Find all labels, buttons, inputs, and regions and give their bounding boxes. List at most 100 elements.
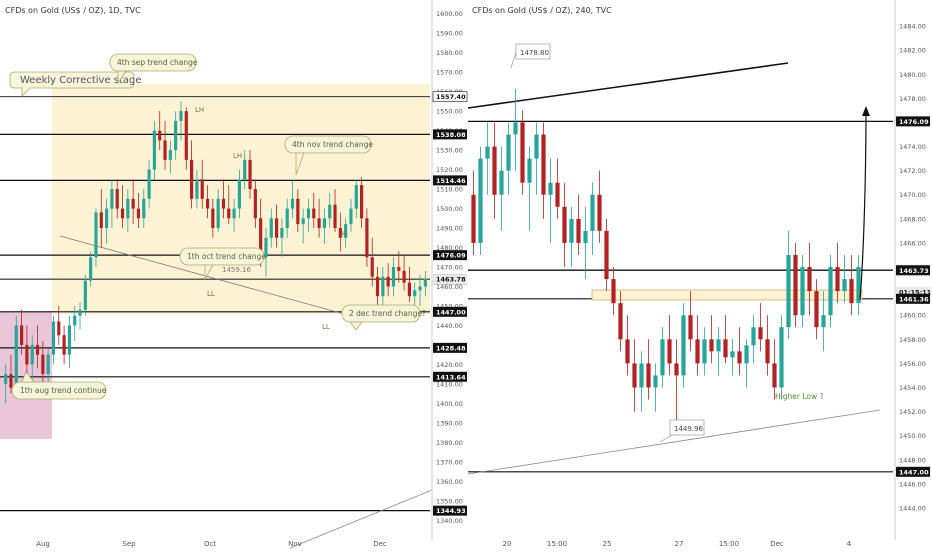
candle-body bbox=[163, 140, 167, 160]
right-price-axis: 1484.001482.001480.001478.001476.001474.… bbox=[894, 0, 932, 550]
candle-body bbox=[158, 130, 162, 141]
y-tick-label: 1380.00 bbox=[436, 439, 463, 447]
candle-body bbox=[296, 198, 300, 225]
left-time-axis: Aug Sep Oct Nov Dec bbox=[36, 540, 387, 548]
price-tag-label: 1463.78 bbox=[436, 276, 466, 284]
label-ll-1: LL bbox=[207, 290, 215, 298]
candle-body bbox=[195, 179, 199, 199]
left-candles bbox=[4, 101, 427, 404]
callout-low-box bbox=[669, 419, 705, 436]
candle-body bbox=[835, 267, 840, 292]
y-tick-label: 1470.00 bbox=[899, 191, 926, 199]
x-tick-label: Dec bbox=[373, 540, 387, 548]
x-tick-label: Oct bbox=[204, 540, 216, 548]
candle-body bbox=[534, 134, 539, 159]
x-tick-label: 27 bbox=[675, 540, 684, 548]
stage-callout-text: Weekly Corrective stage bbox=[20, 75, 142, 86]
candle-body bbox=[349, 208, 353, 225]
candle-body bbox=[856, 267, 861, 304]
candle-body bbox=[120, 208, 125, 219]
price-tag-box bbox=[432, 91, 468, 103]
label-lh-3: LH bbox=[338, 230, 347, 238]
candle-body bbox=[485, 146, 490, 159]
candle-body bbox=[828, 267, 833, 316]
y-tick-label: 1440.00 bbox=[436, 322, 463, 330]
candle-body bbox=[232, 208, 236, 219]
y-tick-label: 1410.00 bbox=[436, 380, 463, 388]
callout-high-text: 1478.80 bbox=[520, 49, 549, 57]
candle-body bbox=[611, 279, 616, 304]
candle-body bbox=[51, 321, 56, 355]
candle-body bbox=[105, 208, 109, 229]
candle-body bbox=[136, 208, 141, 219]
candle-body bbox=[660, 339, 665, 376]
y-tick-label: 1444.00 bbox=[899, 504, 926, 512]
candle-body bbox=[354, 185, 358, 209]
candle-body bbox=[221, 198, 226, 209]
candle-body bbox=[110, 189, 114, 209]
y-tick-label: 1490.00 bbox=[436, 225, 463, 233]
candle-body bbox=[375, 276, 380, 297]
candle-body bbox=[152, 130, 156, 170]
y-tick-label: 1360.00 bbox=[436, 478, 463, 486]
price-tag-box bbox=[896, 116, 930, 127]
stage-callout: Weekly Corrective stage bbox=[9, 71, 142, 97]
price-tag-label: 1447.00 bbox=[899, 468, 929, 476]
candle-body bbox=[772, 363, 777, 388]
price-tag-label: 1447.00 bbox=[436, 308, 466, 316]
candle-body bbox=[681, 315, 686, 376]
left-trendline-up bbox=[289, 489, 433, 549]
candle-body bbox=[744, 345, 749, 364]
callout-nov-text: 4th nov trend change bbox=[292, 140, 373, 149]
y-tick-label: 1460.00 bbox=[899, 312, 926, 320]
candle-body bbox=[142, 198, 146, 219]
callout-aug-box bbox=[11, 381, 107, 400]
price-tag-box bbox=[433, 274, 467, 285]
callout-sep: 4th sep trend change bbox=[109, 53, 198, 85]
price-tag-label: 1538.08 bbox=[436, 131, 466, 139]
candle-body bbox=[786, 254, 791, 328]
callout-dec: 2 dec trend change? bbox=[341, 304, 426, 331]
callout-dec-box bbox=[341, 304, 421, 323]
callout-sep-box bbox=[109, 53, 197, 72]
x-tick-label: 15:00 bbox=[719, 540, 739, 548]
candle-body bbox=[765, 339, 770, 364]
candle-body bbox=[78, 309, 82, 316]
price-tag-label: 1463.73 bbox=[899, 267, 929, 275]
y-tick-label: 1500.00 bbox=[436, 205, 463, 213]
price-tag-box bbox=[433, 129, 467, 140]
candle-body bbox=[9, 374, 13, 388]
candle-body bbox=[89, 257, 93, 281]
x-tick-label: Aug bbox=[36, 540, 50, 548]
candle-body bbox=[338, 228, 342, 238]
y-tick-label: 1520.00 bbox=[436, 166, 463, 174]
y-tick-label: 1456.00 bbox=[899, 360, 926, 368]
candle-body bbox=[793, 254, 798, 316]
candle-body bbox=[275, 218, 279, 238]
y-tick-label: 1450.00 bbox=[899, 432, 926, 440]
x-tick-label: Sep bbox=[122, 540, 136, 548]
candle-body bbox=[688, 315, 693, 340]
x-tick-label: 20 bbox=[503, 540, 512, 548]
projection-arrowhead bbox=[862, 106, 870, 116]
candle-body bbox=[842, 279, 847, 292]
y-tick-label: 1510.00 bbox=[436, 186, 463, 194]
candle-body bbox=[527, 158, 532, 183]
candle-body bbox=[737, 351, 742, 364]
y-tick-label: 1474.00 bbox=[899, 143, 926, 151]
y-tick-label: 1480.00 bbox=[899, 71, 926, 79]
candle-body bbox=[618, 303, 623, 340]
right-trendline-upper bbox=[467, 62, 789, 109]
y-tick-label: 1454.00 bbox=[899, 384, 926, 392]
candle-body bbox=[333, 204, 337, 229]
price-tag-label: 1476.09 bbox=[436, 252, 466, 260]
price-tag-box bbox=[433, 342, 467, 353]
y-tick-label: 1350.00 bbox=[436, 497, 463, 505]
candle-body bbox=[227, 208, 231, 219]
left-annotations: Weekly Corrective stage 4th sep trend ch… bbox=[9, 53, 426, 400]
candle-body bbox=[849, 279, 854, 304]
candle-body bbox=[253, 189, 257, 219]
projection-arrow bbox=[859, 109, 867, 301]
left-plot: Weekly Corrective stage 4th sep trend ch… bbox=[0, 53, 433, 549]
y-tick-label: 1480.00 bbox=[436, 244, 463, 252]
